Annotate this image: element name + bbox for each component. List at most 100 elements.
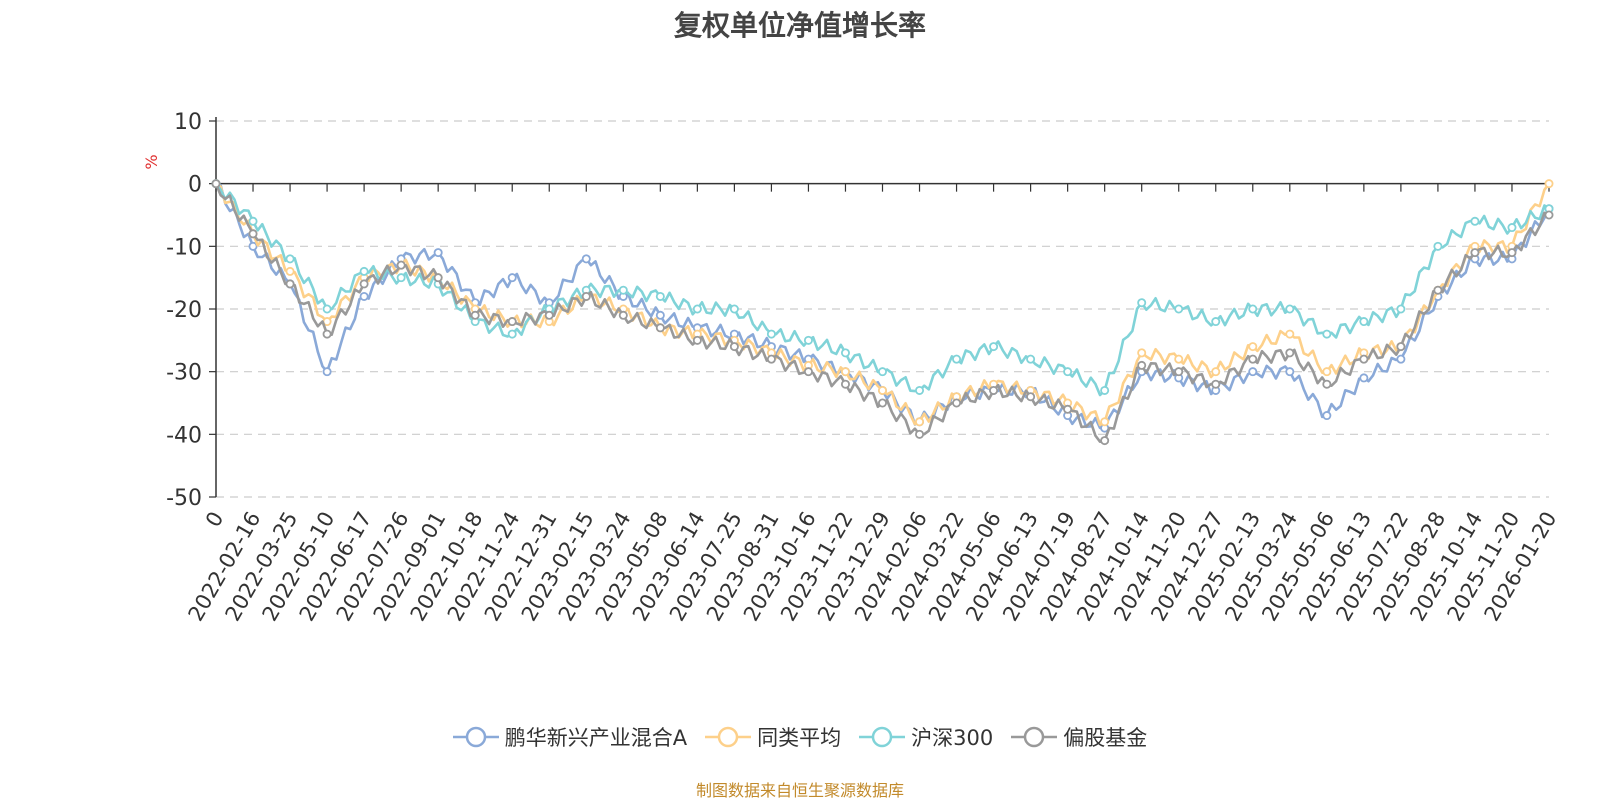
data-point [1470,248,1480,258]
data-point [840,379,850,389]
data-point [989,342,999,352]
data-point [1359,317,1369,327]
data-point [581,254,591,264]
y-tick-label: 0 [188,173,202,198]
data-point [840,367,850,377]
legend-item[interactable]: 沪深300 [859,722,993,752]
series-group [211,179,1554,397]
data-point [840,348,850,358]
data-point [729,342,739,352]
data-point [1174,354,1184,364]
data-point [285,279,295,289]
legend: 鹏华新兴产业混合A 同类平均 沪深300 偏股基金 [0,722,1600,754]
data-point [1433,285,1443,295]
data-point [1396,342,1406,352]
data-point [433,273,443,283]
data-point [1248,304,1258,314]
data-point [1322,411,1332,421]
data-point [1137,360,1147,370]
y-tick-label: -10 [166,235,202,260]
data-point [1211,367,1221,377]
data-point [618,310,628,320]
data-point [1211,317,1221,327]
data-point [1544,210,1554,220]
data-point [581,291,591,301]
data-point [655,291,665,301]
data-point [1211,379,1221,389]
y-axis-label: % [142,154,161,169]
data-point [915,429,925,439]
data-point [322,367,332,377]
data-point [1063,404,1073,414]
data-point [1100,417,1110,427]
data-point [433,248,443,258]
data-point [803,367,813,377]
data-point [507,329,517,339]
data-point [544,310,554,320]
data-point [248,216,258,226]
data-point [1026,392,1036,402]
legend-marker-icon [705,726,752,748]
data-point [507,317,517,327]
legend-marker-icon [859,726,906,748]
legend-label: 沪深300 [911,726,994,750]
data-point [1544,179,1554,189]
y-tick-label: 10 [174,110,202,135]
data-point [952,398,962,408]
data-point [655,310,665,320]
data-point [692,304,702,314]
legend-item[interactable]: 同类平均 [705,722,841,752]
data-point [729,304,739,314]
data-point [692,335,702,345]
data-point [989,385,999,395]
legend-item[interactable]: 偏股基金 [1011,722,1147,752]
data-point [359,279,369,289]
data-point [322,329,332,339]
data-point [618,285,628,295]
data-point [878,398,888,408]
legend-marker-icon [452,726,499,748]
data-point [248,241,258,251]
data-point [803,335,813,345]
data-point [1359,354,1369,364]
data-point [1285,329,1295,339]
series-group [211,179,1554,446]
data-point [1285,367,1295,377]
data-point [1322,329,1332,339]
data-point [1359,373,1369,383]
data-point [507,273,517,283]
data-point [1100,385,1110,395]
data-point [1396,354,1406,364]
legend-label: 偏股基金 [1063,726,1148,750]
data-point [1507,223,1517,233]
data-point [655,323,665,333]
chart-title: 复权单位净值增长率 [673,9,926,42]
data-point [1137,348,1147,358]
data-point [396,260,406,270]
data-point [1322,379,1332,389]
data-point [766,354,776,364]
data-point [470,310,480,320]
data-point [1248,354,1258,364]
data-point [915,385,925,395]
data-point [396,273,406,283]
data-point [1100,436,1110,446]
data-point [1285,348,1295,358]
source-note: 制图数据来自恒生聚源数据库 [695,781,904,800]
data-point [878,367,888,377]
data-point [1396,304,1406,314]
data-point [1063,367,1073,377]
data-point [1322,367,1332,377]
data-point [248,229,258,239]
y-tick-label: -20 [166,298,202,323]
data-point [878,385,888,395]
legend-item[interactable]: 鹏华新兴产业混合A [452,722,688,752]
data-point [211,179,221,189]
data-point [1433,241,1443,251]
data-point [359,266,369,276]
data-point [1248,342,1258,352]
data-point [359,291,369,301]
data-point [1285,304,1295,314]
legend-label: 鹏华新兴产业混合A [504,726,688,750]
data-point [1026,354,1036,364]
